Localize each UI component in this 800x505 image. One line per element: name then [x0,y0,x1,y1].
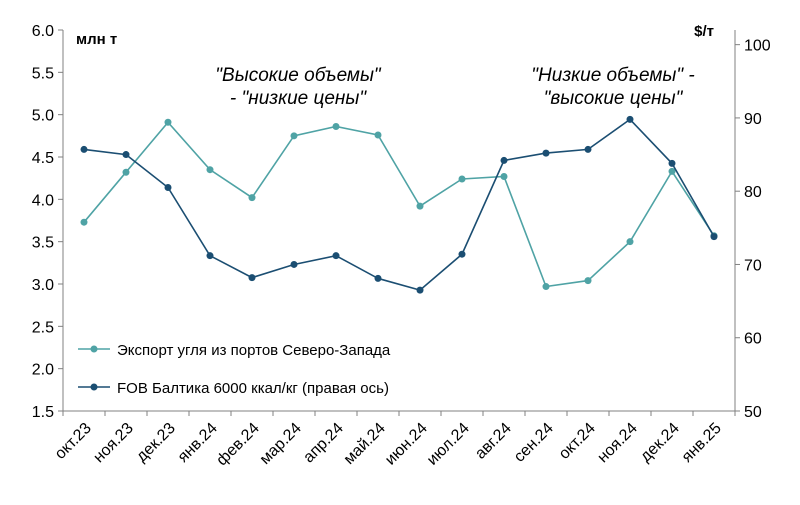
left-tick-label: 2.5 [32,319,54,336]
annotation-low-volume-line2: "высокие цены" [544,88,684,109]
x-tick-label: мар.24 [257,420,305,468]
right-tick-label: 80 [744,184,762,201]
series-point [584,277,592,285]
series-point [164,118,172,126]
x-tick-label: июн.24 [382,420,431,469]
left-tick-label: 5.5 [32,65,54,82]
series-point [332,123,340,131]
left-tick-label: 2.0 [32,362,54,379]
series-point [206,252,214,260]
right-tick-label: 90 [744,111,762,128]
series-point [248,194,256,202]
x-axis-ticks: окт.23ноя.23дек.23янв.24фев.24мар.24апр.… [52,411,736,469]
series-point [80,145,88,153]
series-point [290,260,298,268]
right-axis-unit: $/т [694,23,714,40]
x-tick-label: окт.23 [52,420,95,463]
x-tick-label: ноя.24 [594,420,640,466]
series-point [248,274,256,282]
right-tick-label: 60 [744,331,762,348]
x-tick-label: фев.24 [213,420,262,469]
series-point [164,184,172,192]
left-tick-label: 3.0 [32,277,54,294]
legend-marker-fob [90,383,98,391]
x-tick-label: окт.24 [556,420,599,463]
x-tick-label: дек.23 [133,420,179,466]
series-export [80,118,718,291]
series-point [584,145,592,153]
series-point [500,172,508,180]
series-point [416,286,424,294]
series-point [122,151,130,159]
series-point [668,167,676,175]
series-point [626,115,634,123]
series-point [332,252,340,260]
left-tick-label: 3.5 [32,235,54,252]
x-tick-label: сен.24 [511,420,557,466]
x-tick-label: июл.24 [424,420,473,469]
series-point [122,168,130,176]
series-point [458,175,466,183]
x-tick-label: авг.24 [472,420,515,463]
left-tick-label: 6.0 [32,23,54,40]
series-point [710,233,718,241]
series-point [416,202,424,210]
series-point [542,149,550,157]
x-tick-label: апр.24 [300,420,347,467]
series-point [290,132,298,140]
legend-label-export: Экспорт угля из портов Северо-Запада [117,342,391,359]
series-line [83,118,715,291]
left-tick-label: 4.5 [32,150,54,167]
right-tick-label: 50 [744,404,762,421]
legend-label-fob: FOB Балтика 6000 ккал/кг (правая ось) [117,380,389,397]
left-tick-label: 5.0 [32,108,54,125]
annotation-low-volume-line1: "Низкие объемы" - [531,65,694,86]
series-point [206,166,214,174]
annotation-high-volume-line1: "Высокие объемы" [215,65,382,86]
x-tick-label: дек.24 [637,420,683,466]
x-tick-label: янв.25 [679,420,725,466]
right-tick-label: 100 [744,38,771,55]
legend: Экспорт угля из портов Северо-Запада FOB… [78,342,391,397]
left-axis-unit: млн т [76,31,117,48]
series-point [542,283,550,291]
series-point [374,131,382,139]
series-point [500,156,508,164]
series-point [626,238,634,246]
series-line [83,121,715,288]
x-tick-label: май.24 [341,420,389,468]
x-tick-label: ноя.23 [90,420,136,466]
right-axis-ticks: 50 60 70 80 90 100 [735,38,771,421]
right-tick-label: 70 [744,257,762,274]
left-tick-label: 1.5 [32,404,54,421]
annotation-high-volume-line2: - "низкие цены" [230,88,367,109]
left-axis-ticks: 1.5 2.0 2.5 3.0 3.5 4.0 4.5 5.0 5.5 6.0 [32,23,63,421]
series-point [80,218,88,226]
series-fob [80,115,718,294]
legend-marker-export [90,345,98,353]
left-tick-label: 4.0 [32,192,54,209]
series-point [374,274,382,282]
series-point [458,250,466,258]
series-point [668,159,676,167]
